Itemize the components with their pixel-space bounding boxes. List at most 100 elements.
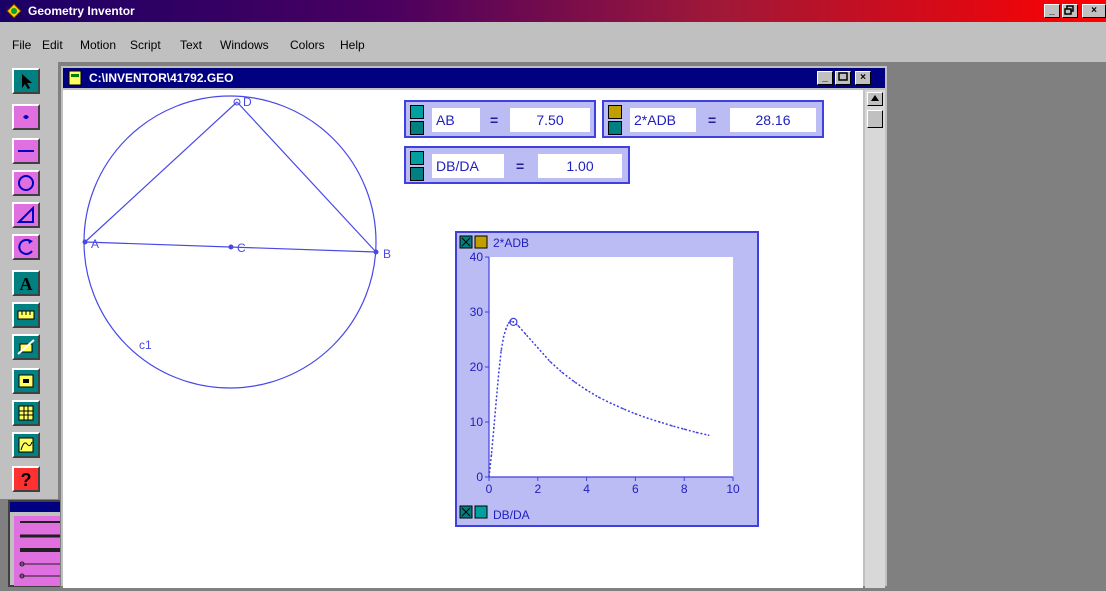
polygon-icon <box>16 205 34 223</box>
measurement-DBDA[interactable]: DB/DA = 1.00 <box>404 146 630 184</box>
tool-line[interactable] <box>12 138 40 164</box>
data-point <box>671 425 673 427</box>
y-tick-label: 0 <box>476 470 483 484</box>
data-point <box>497 371 500 374</box>
scroll-up-button[interactable] <box>867 92 883 106</box>
graph-close-icon[interactable] <box>459 235 473 249</box>
measurement-close-icon[interactable] <box>410 121 424 135</box>
menu-help[interactable]: Help <box>340 38 365 52</box>
data-point <box>695 431 698 434</box>
tool-circle[interactable] <box>12 170 40 196</box>
button-icon <box>18 374 34 388</box>
x-tick-label: 10 <box>726 482 740 496</box>
tool-calculate[interactable] <box>12 334 40 360</box>
svg-text:?: ? <box>21 470 32 490</box>
svg-text:A: A <box>20 274 33 294</box>
graph-yvar-icon[interactable] <box>474 235 488 249</box>
graph-close-icon-bottom[interactable] <box>459 505 473 519</box>
segment-AD[interactable] <box>84 101 238 243</box>
menu-colors[interactable]: Colors <box>290 38 325 52</box>
calculate-icon <box>17 339 35 355</box>
x-tick-label: 8 <box>681 482 688 496</box>
menu-edit[interactable]: Edit <box>42 38 63 52</box>
document-icon <box>68 70 82 86</box>
data-point <box>524 333 527 335</box>
measurement-toggle-icon[interactable] <box>410 105 424 119</box>
tool-table[interactable] <box>12 400 40 426</box>
tool-polygon[interactable] <box>12 202 40 228</box>
menu-windows[interactable]: Windows <box>220 38 269 52</box>
data-point <box>537 346 539 349</box>
menu-motion[interactable]: Motion <box>80 38 117 52</box>
data-point <box>502 335 505 338</box>
graph-icon <box>18 437 34 453</box>
doc-close-button[interactable]: × <box>855 71 871 85</box>
measurement-toggle-icon[interactable] <box>410 151 424 165</box>
minimize-button[interactable]: _ <box>1044 4 1060 18</box>
measurement-name: DB/DA <box>432 154 504 178</box>
circle-c1[interactable] <box>83 95 377 389</box>
data-point <box>500 349 502 352</box>
y-tick-label: 20 <box>470 360 484 374</box>
scroll-thumb[interactable] <box>867 110 883 128</box>
x-tick-label: 4 <box>583 482 590 496</box>
measurement-equals: = <box>516 158 525 174</box>
data-point <box>549 360 551 363</box>
line-icon <box>18 150 34 152</box>
data-point <box>561 371 563 374</box>
series-line <box>488 320 709 478</box>
data-point <box>517 324 520 327</box>
restore-icon <box>1064 5 1074 15</box>
graph-window[interactable]: 2*ADB DB/DA 0 2 4 6 8 10 0 10 20 30 40 <box>455 231 759 527</box>
measurement-close-icon[interactable] <box>410 167 424 181</box>
doc-minimize-button[interactable]: _ <box>817 71 833 85</box>
graph-xvar-icon[interactable] <box>474 505 488 519</box>
data-point <box>488 476 490 478</box>
tool-measure[interactable] <box>12 302 40 328</box>
maximize-icon <box>838 72 848 81</box>
tool-point[interactable] <box>12 104 40 130</box>
measurement-equals: = <box>490 112 499 128</box>
data-point <box>493 426 495 429</box>
tool-arc[interactable] <box>12 234 40 260</box>
doc-maximize-button[interactable] <box>835 71 851 85</box>
tool-text[interactable]: A <box>12 270 40 296</box>
vertical-scrollbar[interactable] <box>865 90 885 588</box>
close-button[interactable]: × <box>1082 4 1106 18</box>
data-point <box>683 428 685 430</box>
data-point <box>490 454 493 456</box>
tool-select[interactable] <box>12 68 40 94</box>
y-tick-label: 30 <box>470 305 484 319</box>
point-D[interactable] <box>233 98 241 106</box>
menu-file[interactable]: File <box>12 38 32 52</box>
measurement-2ADB[interactable]: 2*ADB = 28.16 <box>602 100 824 138</box>
segment-DB[interactable] <box>236 101 377 253</box>
point-B[interactable] <box>373 249 379 255</box>
measurement-AB[interactable]: AB = 7.50 <box>404 100 596 138</box>
circle-icon <box>18 175 34 191</box>
label-c1: c1 <box>139 338 152 352</box>
tool-graph[interactable] <box>12 432 40 458</box>
data-point <box>585 389 588 391</box>
measurement-close-icon[interactable] <box>608 121 622 135</box>
graph-x-label: DB/DA <box>493 508 530 522</box>
y-tick-label: 40 <box>470 250 484 264</box>
measurement-value: 1.00 <box>538 154 622 178</box>
tool-button[interactable] <box>12 368 40 394</box>
restore-button[interactable] <box>1062 4 1078 18</box>
app-icon <box>6 3 22 19</box>
data-point <box>507 322 510 324</box>
point-A[interactable] <box>82 239 88 245</box>
menu-text[interactable]: Text <box>180 38 203 52</box>
menu-script[interactable]: Script <box>130 38 161 52</box>
document-titlebar[interactable]: C:\INVENTOR\41792.GEO _ × <box>63 68 885 88</box>
measurement-name: AB <box>432 108 480 132</box>
help-icon: ? <box>21 470 32 490</box>
tool-help[interactable]: ? <box>12 466 40 492</box>
measurement-name: 2*ADB <box>630 108 696 132</box>
measurement-toggle-icon[interactable] <box>608 105 622 119</box>
data-point <box>646 417 649 419</box>
point-C[interactable] <box>228 244 234 250</box>
data-point <box>634 412 637 415</box>
line-palette-titlebar[interactable] <box>10 502 108 512</box>
